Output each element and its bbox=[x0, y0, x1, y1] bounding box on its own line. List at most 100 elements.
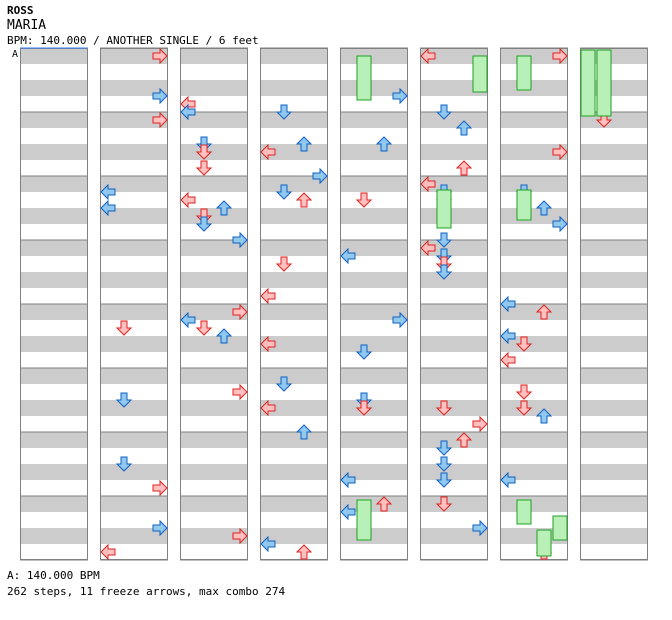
beat-stripe bbox=[180, 464, 248, 480]
chart-meta: BPM: 140.000 / ANOTHER SINGLE / 6 feet bbox=[7, 34, 259, 47]
beat-stripe bbox=[100, 240, 168, 256]
beat-stripe bbox=[100, 400, 168, 416]
beat-stripe bbox=[100, 368, 168, 384]
chart-column bbox=[20, 47, 88, 561]
beat-stripe bbox=[20, 80, 88, 96]
beat-stripe bbox=[340, 48, 408, 64]
beat-stripe bbox=[180, 496, 248, 512]
beat-stripe bbox=[580, 176, 648, 192]
down-arrow-icon bbox=[196, 160, 212, 176]
beat-stripe bbox=[180, 432, 248, 448]
beat-stripe bbox=[100, 528, 168, 544]
beat-stripe bbox=[500, 80, 568, 96]
chart-column bbox=[180, 47, 248, 561]
beat-stripe bbox=[500, 400, 568, 416]
beat-stripe bbox=[100, 496, 168, 512]
freeze-arrow bbox=[580, 49, 596, 117]
step-chart: A bbox=[12, 47, 648, 561]
beat-stripe bbox=[260, 208, 328, 224]
beat-stripe bbox=[100, 432, 168, 448]
beat-stripe bbox=[20, 144, 88, 160]
beat-stripe bbox=[180, 240, 248, 256]
beat-stripe bbox=[100, 464, 168, 480]
beat-stripe bbox=[500, 496, 568, 512]
column-border bbox=[340, 48, 408, 560]
freeze-arrow bbox=[536, 529, 552, 557]
beat-stripe bbox=[180, 304, 248, 320]
beat-stripe bbox=[500, 336, 568, 352]
beat-stripe bbox=[580, 400, 648, 416]
right-arrow-icon bbox=[232, 384, 248, 400]
beat-stripe bbox=[20, 112, 88, 128]
beat-stripe bbox=[340, 368, 408, 384]
beat-stripe bbox=[420, 240, 488, 256]
beat-stripe bbox=[180, 336, 248, 352]
beat-stripe bbox=[180, 80, 248, 96]
beat-stripe bbox=[420, 528, 488, 544]
beat-stripe bbox=[500, 144, 568, 160]
beat-stripe bbox=[500, 176, 568, 192]
beat-stripe bbox=[580, 496, 648, 512]
beat-stripe bbox=[260, 336, 328, 352]
beat-stripe bbox=[340, 144, 408, 160]
down-arrow-icon bbox=[356, 192, 372, 208]
beat-stripe bbox=[260, 144, 328, 160]
beat-stripe bbox=[20, 304, 88, 320]
beat-stripe bbox=[180, 144, 248, 160]
freeze-arrow bbox=[436, 189, 452, 229]
beat-stripe bbox=[180, 48, 248, 64]
chart-column bbox=[580, 47, 648, 561]
beat-stripe bbox=[340, 464, 408, 480]
up-arrow-icon bbox=[296, 192, 312, 208]
beat-stripe bbox=[260, 48, 328, 64]
freeze-arrow bbox=[356, 499, 372, 541]
beat-stripe bbox=[260, 432, 328, 448]
beat-stripe bbox=[20, 496, 88, 512]
beat-stripe bbox=[260, 368, 328, 384]
beat-stripe bbox=[580, 304, 648, 320]
beat-stripe bbox=[340, 400, 408, 416]
beat-stripe bbox=[580, 240, 648, 256]
freeze-arrow bbox=[516, 499, 532, 525]
beat-stripe bbox=[580, 144, 648, 160]
beat-stripe bbox=[420, 304, 488, 320]
beat-stripe bbox=[20, 400, 88, 416]
freeze-arrow bbox=[472, 55, 488, 93]
beat-stripe bbox=[500, 464, 568, 480]
down-arrow-icon bbox=[116, 320, 132, 336]
beat-stripe bbox=[500, 240, 568, 256]
beat-stripe bbox=[20, 528, 88, 544]
beat-stripe bbox=[340, 304, 408, 320]
beat-stripe bbox=[500, 304, 568, 320]
left-arrow-icon bbox=[180, 192, 196, 208]
beat-stripe bbox=[20, 368, 88, 384]
beat-stripe bbox=[180, 176, 248, 192]
beat-stripe bbox=[260, 240, 328, 256]
freeze-arrow bbox=[596, 49, 612, 117]
beat-stripe bbox=[580, 272, 648, 288]
beat-stripe bbox=[580, 336, 648, 352]
beat-stripe bbox=[180, 272, 248, 288]
beat-stripe bbox=[260, 400, 328, 416]
beat-stripe bbox=[180, 400, 248, 416]
beat-stripe bbox=[180, 528, 248, 544]
beat-stripe bbox=[420, 208, 488, 224]
left-arrow-icon bbox=[260, 288, 276, 304]
beat-stripe bbox=[500, 368, 568, 384]
column-border bbox=[180, 48, 248, 560]
beat-stripe bbox=[580, 464, 648, 480]
up-arrow-icon bbox=[456, 160, 472, 176]
beat-stripe bbox=[420, 464, 488, 480]
beat-stripe bbox=[180, 368, 248, 384]
beat-stripe bbox=[420, 176, 488, 192]
beat-stripe bbox=[20, 464, 88, 480]
beat-stripe bbox=[420, 144, 488, 160]
beat-stripe bbox=[260, 80, 328, 96]
beat-stripe bbox=[20, 240, 88, 256]
column-border bbox=[260, 48, 328, 560]
up-arrow-icon bbox=[296, 544, 312, 560]
right-arrow-icon bbox=[152, 480, 168, 496]
beat-stripe bbox=[260, 304, 328, 320]
beat-stripe bbox=[340, 272, 408, 288]
bpm-summary: A: 140.000 BPM bbox=[7, 569, 100, 582]
